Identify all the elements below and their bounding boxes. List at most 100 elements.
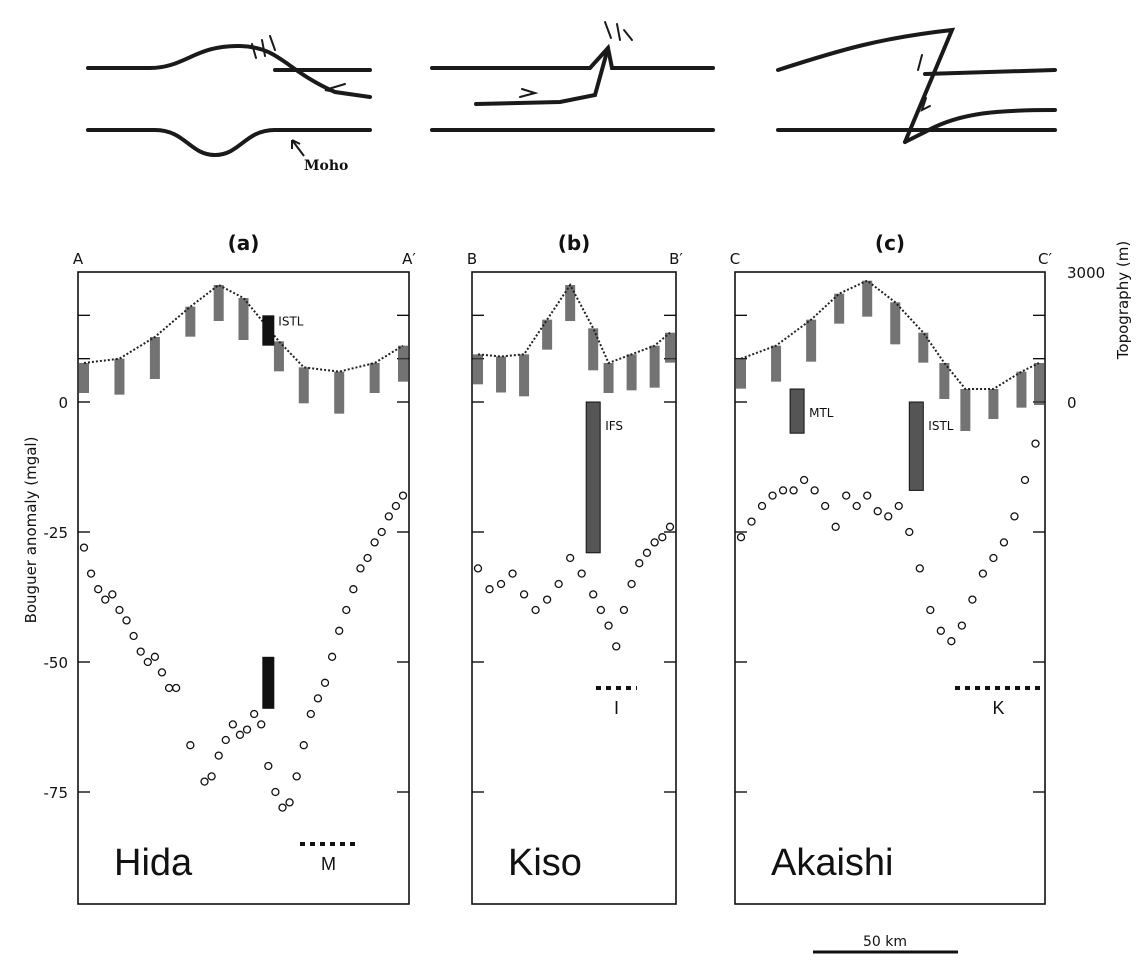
bouguer-point bbox=[143, 657, 152, 667]
topography-point bbox=[736, 358, 746, 389]
topography-point bbox=[771, 345, 782, 382]
topography-point bbox=[273, 341, 284, 372]
bouguer-point bbox=[665, 522, 675, 531]
topo-tick-label: 0 bbox=[1067, 394, 1077, 412]
sketch-b-wedge bbox=[474, 46, 610, 106]
topography-point bbox=[588, 328, 599, 371]
bouguer-tick-label: -50 bbox=[44, 654, 69, 672]
bouguer-point bbox=[94, 585, 103, 594]
topography-point bbox=[918, 332, 929, 363]
bouguer-point bbox=[356, 564, 365, 573]
bouguer-point bbox=[831, 522, 840, 531]
bouguer-point bbox=[957, 621, 967, 630]
bouguer-point bbox=[778, 486, 788, 495]
panel-label: (b) bbox=[558, 231, 591, 255]
bouguer-point bbox=[915, 564, 924, 573]
topography-point bbox=[369, 363, 380, 393]
bouguer-point bbox=[164, 683, 174, 693]
bouguer-point bbox=[496, 579, 506, 589]
bouguer-point bbox=[642, 548, 652, 557]
bouguer-point bbox=[200, 777, 209, 786]
bouguer-point bbox=[384, 512, 393, 521]
bouguer-point bbox=[1010, 512, 1019, 521]
y-axis-right-label: Topography (m) bbox=[1114, 241, 1132, 360]
panel-frame bbox=[471, 271, 677, 905]
fault-zone-bar bbox=[789, 388, 805, 434]
bouguer-point bbox=[863, 491, 872, 500]
topography-point bbox=[519, 354, 530, 397]
profile-start-label: A bbox=[73, 250, 84, 268]
bouguer-point bbox=[596, 605, 606, 615]
bouguer-point bbox=[377, 527, 386, 537]
sketch-b bbox=[430, 21, 715, 132]
bouguer-point bbox=[747, 517, 756, 526]
bouguer-point bbox=[327, 652, 337, 661]
bouguer-tick-label: -25 bbox=[44, 524, 69, 542]
fault-zone-bar bbox=[908, 401, 924, 491]
model-level-label: M bbox=[321, 854, 336, 874]
bouguer-point bbox=[278, 803, 287, 812]
bouguer-point bbox=[363, 553, 372, 563]
bouguer-point bbox=[577, 569, 586, 578]
bouguer-point bbox=[589, 590, 598, 599]
bouguer-point bbox=[391, 501, 401, 511]
topography-point bbox=[988, 389, 999, 419]
bouguer-point bbox=[873, 507, 882, 516]
bouguer-point bbox=[989, 553, 998, 563]
bouguer-point bbox=[207, 772, 216, 781]
bouguer-tick-label: -75 bbox=[44, 784, 69, 802]
topography-point bbox=[149, 337, 160, 379]
fault-zone-label: MTL bbox=[809, 406, 834, 420]
topography-point bbox=[79, 363, 89, 393]
model-level-label: I bbox=[614, 698, 619, 718]
bouguer-point bbox=[108, 590, 117, 599]
bouguer-point bbox=[789, 486, 798, 495]
bouguer-point bbox=[999, 538, 1009, 547]
bouguer-point bbox=[968, 595, 977, 604]
bouguer-point bbox=[842, 491, 851, 500]
topography-point bbox=[238, 298, 249, 340]
bouguer-point bbox=[554, 579, 563, 589]
bouguer-point bbox=[612, 642, 621, 651]
sketch-c-lower-branch bbox=[923, 68, 1057, 76]
model-level-label: K bbox=[992, 698, 1004, 718]
fault-zone-bar bbox=[262, 656, 275, 709]
topography-point bbox=[334, 371, 345, 414]
sketch-c-moho-branch bbox=[903, 108, 1057, 144]
sketch-b-upper-line bbox=[430, 43, 715, 70]
profile-end-label: C′ bbox=[1038, 250, 1052, 268]
bouguer-point bbox=[627, 579, 636, 589]
bouguer-point bbox=[214, 751, 223, 760]
panel-label: (a) bbox=[228, 231, 260, 255]
bouguer-point bbox=[228, 720, 238, 729]
sketch-c bbox=[776, 27, 1057, 144]
bouguer-point bbox=[542, 595, 552, 604]
bouguer-point bbox=[485, 585, 494, 594]
bouguer-point bbox=[370, 538, 379, 547]
scale-bar: 50 km bbox=[813, 934, 958, 954]
bouguer-point bbox=[136, 647, 145, 656]
bouguer-point bbox=[79, 543, 89, 552]
bouguer-point bbox=[736, 533, 746, 542]
bouguer-point bbox=[101, 595, 110, 604]
region-name: Akaishi bbox=[771, 842, 894, 884]
bouguer-point bbox=[157, 668, 167, 677]
bouguer-point bbox=[264, 761, 273, 771]
bouguer-point bbox=[820, 501, 830, 511]
bouguer-point bbox=[299, 741, 308, 750]
panel-2: (b) B B′ IFS I Kiso bbox=[467, 231, 683, 905]
bouguer-point bbox=[122, 616, 131, 625]
topography-point bbox=[649, 345, 660, 388]
profile-end-label: A′ bbox=[402, 250, 416, 268]
panel-1: (a) A A′ ISTL M Hida bbox=[73, 231, 416, 905]
bouguer-point bbox=[172, 683, 181, 693]
bouguer-point bbox=[635, 559, 644, 568]
bouguer-point bbox=[905, 527, 914, 537]
fault-zone-bar bbox=[585, 401, 601, 554]
bouguer-point bbox=[947, 637, 956, 646]
bouguer-point bbox=[313, 694, 323, 703]
topography-point bbox=[565, 285, 576, 321]
bouguer-point bbox=[115, 605, 124, 615]
topo-tick-label: 3000 bbox=[1067, 264, 1105, 282]
